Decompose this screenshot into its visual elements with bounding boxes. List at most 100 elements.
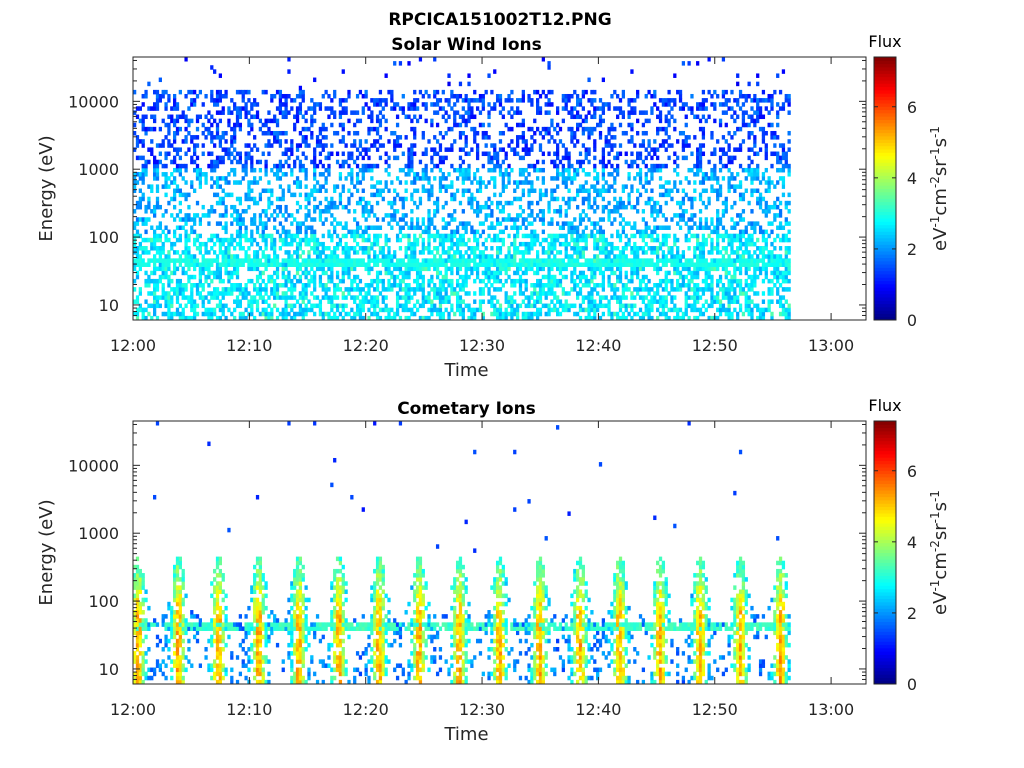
- spectrogram-cell: [696, 266, 700, 272]
- spectrogram-cell: [213, 270, 217, 276]
- spectrogram-cell: [693, 172, 697, 177]
- spectrogram-cell: [190, 184, 194, 189]
- spectrogram-cell: [573, 135, 577, 140]
- spectrogram-cell: [398, 135, 403, 140]
- spectrogram-cell: [238, 180, 243, 185]
- spectrogram-cell: [407, 155, 411, 161]
- spectrogram-cell: [450, 147, 454, 152]
- spectrogram-cell: [393, 196, 397, 202]
- spectrogram-cell: [273, 270, 277, 276]
- spectrogram-cell: [301, 270, 305, 276]
- spectrogram-cell: [576, 110, 580, 115]
- spectrogram-cell: [375, 237, 380, 243]
- spectrogram-cell: [553, 209, 557, 214]
- spectrogram-cell: [475, 241, 480, 247]
- spectrogram-cell: [458, 287, 463, 292]
- spectrogram-cell: [578, 221, 583, 226]
- spectrogram-cell: [430, 262, 434, 267]
- spectrogram-cell: [576, 237, 580, 243]
- spectrogram-cell: [304, 283, 308, 288]
- spectrogram-cell: [584, 196, 588, 202]
- spectrogram-cell: [478, 180, 483, 185]
- spectrogram-cell: [181, 110, 185, 115]
- spectrogram-cell: [378, 233, 383, 239]
- spectrogram-cell: [373, 225, 377, 230]
- spectrogram-cell: [696, 163, 700, 169]
- spectrogram-cell: [593, 233, 597, 239]
- spectrogram-cell: [541, 159, 545, 165]
- spectrogram-cell: [315, 204, 320, 210]
- spectrogram-cell: [421, 250, 425, 255]
- spectrogram-cell: [538, 266, 543, 272]
- spectrogram-cell: [238, 151, 243, 157]
- spectrogram-cell: [247, 258, 251, 263]
- spectrogram-cell: [175, 114, 180, 120]
- spectrogram-cell: [270, 167, 274, 173]
- spectrogram-cell: [167, 139, 171, 144]
- spectrogram-cell: [676, 250, 680, 255]
- spectrogram-cell: [604, 188, 608, 194]
- spectrogram-cell: [447, 250, 451, 255]
- spectrogram-cell: [195, 291, 200, 296]
- spectrogram-cell: [696, 315, 700, 321]
- spectrogram-cell: [510, 89, 514, 95]
- spectrogram-cell: [650, 167, 654, 173]
- spectrogram-cell: [375, 225, 380, 230]
- spectrogram-cell: [210, 311, 214, 317]
- spectrogram-cell: [281, 130, 285, 136]
- spectrogram-cell: [215, 126, 220, 132]
- spectrogram-cell: [255, 114, 260, 120]
- spectrogram-cell: [501, 237, 505, 243]
- spectrogram-cell: [218, 135, 222, 140]
- spectrogram-cell: [335, 221, 340, 226]
- spectrogram-cell: [215, 102, 220, 107]
- spectrogram-cell: [193, 159, 197, 165]
- spectrogram-cell: [581, 188, 585, 194]
- spectrogram-cell: [658, 204, 663, 210]
- spectrogram-cell: [333, 200, 337, 206]
- spectrogram-cell: [587, 204, 591, 210]
- spectrogram-cell: [310, 225, 314, 230]
- spectrogram-cell: [295, 278, 300, 284]
- spectrogram-cell: [421, 274, 425, 280]
- spectrogram-cell: [324, 176, 328, 181]
- spectrogram-cell: [584, 225, 588, 230]
- spectrogram-cell: [693, 213, 697, 218]
- spectrogram-cell: [684, 307, 688, 313]
- spectrogram-cell: [227, 151, 231, 157]
- spectrogram-cell: [221, 110, 225, 115]
- spectrogram-cell: [658, 98, 663, 103]
- spectrogram-cell: [153, 283, 157, 288]
- spectrogram-cell: [298, 204, 303, 210]
- spectrogram-cell: [658, 246, 663, 251]
- spectrogram-cell: [661, 102, 666, 107]
- spectrogram-cell: [461, 176, 465, 181]
- spectrogram-cell: [658, 184, 663, 189]
- spectrogram-cell: [430, 217, 434, 222]
- spectrogram-cell: [475, 167, 480, 173]
- spectrogram-cell: [330, 315, 334, 321]
- spectrogram-cell: [273, 217, 277, 222]
- spectrogram-cell: [224, 237, 228, 243]
- spectrogram-cell: [656, 106, 660, 111]
- spectrogram-cell: [558, 283, 563, 288]
- spectrogram-cell: [250, 278, 254, 284]
- spectrogram-cell: [138, 287, 142, 292]
- spectrogram-cell: [530, 315, 534, 321]
- spectrogram-cell: [513, 307, 517, 313]
- spectrogram-cell: [427, 209, 431, 214]
- spectrogram-cell: [576, 295, 580, 300]
- spectrogram-cell: [696, 307, 700, 313]
- spectrogram-cell: [350, 151, 354, 157]
- spectrogram-cell: [578, 102, 583, 107]
- spectrogram-cell: [344, 262, 348, 267]
- spectrogram-cell: [321, 209, 325, 214]
- spectrogram-cell: [501, 315, 505, 321]
- spectrogram-cell: [244, 258, 248, 263]
- spectrogram-cell: [621, 303, 625, 309]
- spectrogram-cell: [173, 196, 177, 202]
- spectrogram-cell: [481, 130, 485, 136]
- spectrogram-cell: [498, 102, 503, 107]
- spectrogram-cell: [510, 262, 514, 267]
- spectrogram-cell: [553, 139, 557, 144]
